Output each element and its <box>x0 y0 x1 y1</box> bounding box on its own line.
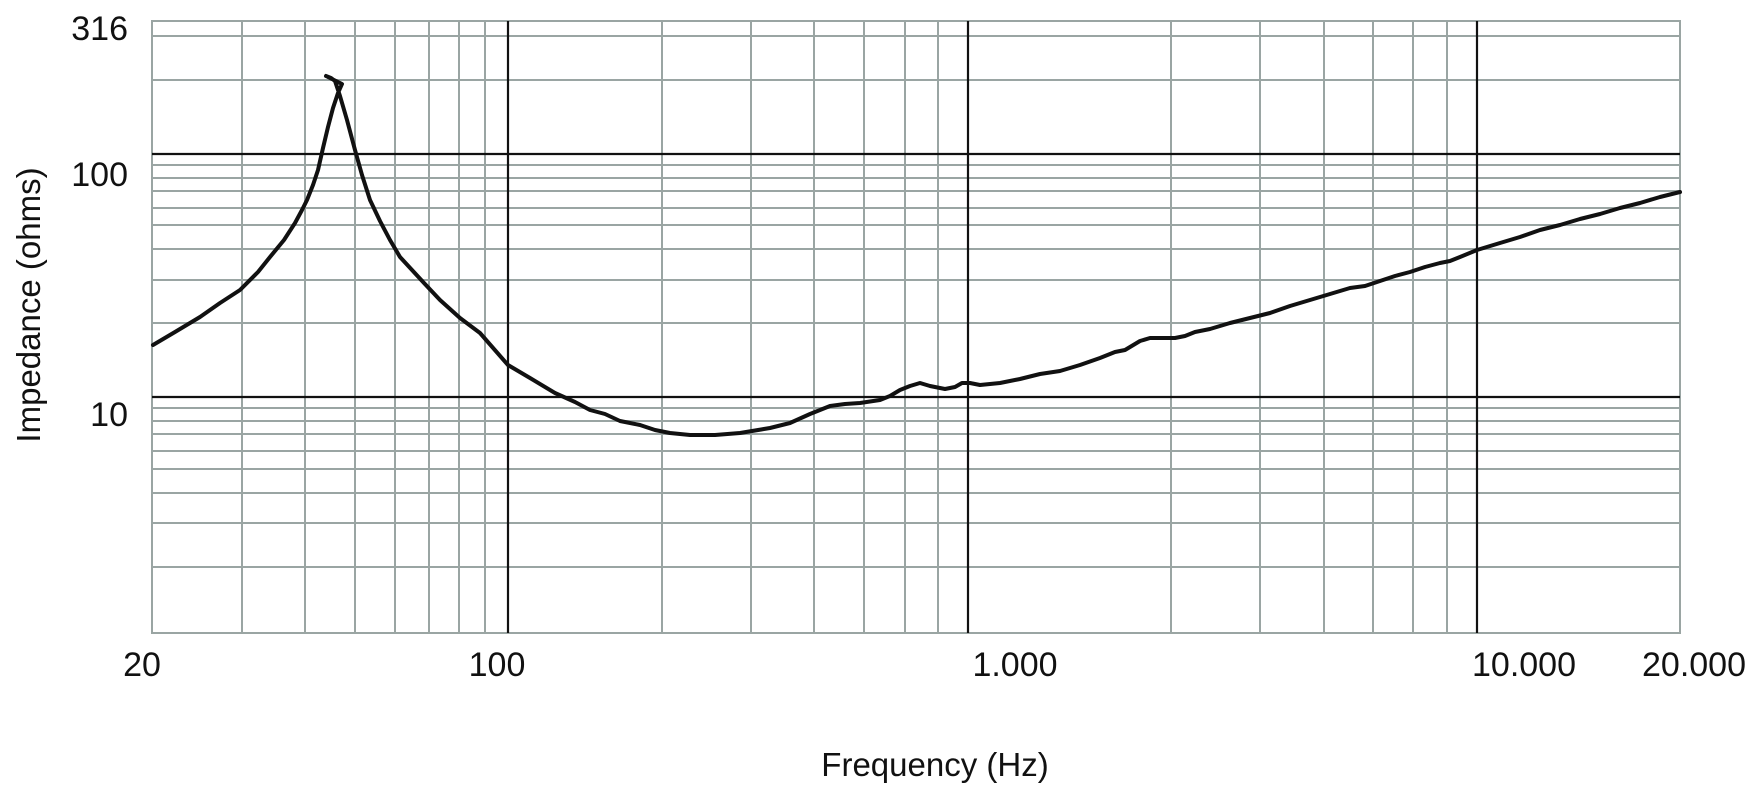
x-tick-100: 100 <box>469 646 526 684</box>
x-tick-labels: 20 100 1.000 10.000 20.000 <box>123 646 1746 684</box>
x-tick-20: 20 <box>123 646 161 684</box>
y-tick-labels: 316 100 10 <box>71 10 128 434</box>
y-axis-title: Impedance (ohms) <box>10 167 47 442</box>
x-axis-title: Frequency (Hz) <box>821 746 1048 783</box>
y-tick-316: 316 <box>71 10 128 48</box>
major-gridlines <box>152 21 1680 633</box>
impedance-curve <box>151 74 1682 437</box>
x-tick-1000: 1.000 <box>972 646 1057 684</box>
y-tick-10: 10 <box>90 396 128 434</box>
y-tick-100: 100 <box>71 156 128 194</box>
x-tick-20000: 20.000 <box>1642 646 1746 684</box>
minor-gridlines <box>151 20 1681 634</box>
x-tick-10000: 10.000 <box>1472 646 1576 684</box>
